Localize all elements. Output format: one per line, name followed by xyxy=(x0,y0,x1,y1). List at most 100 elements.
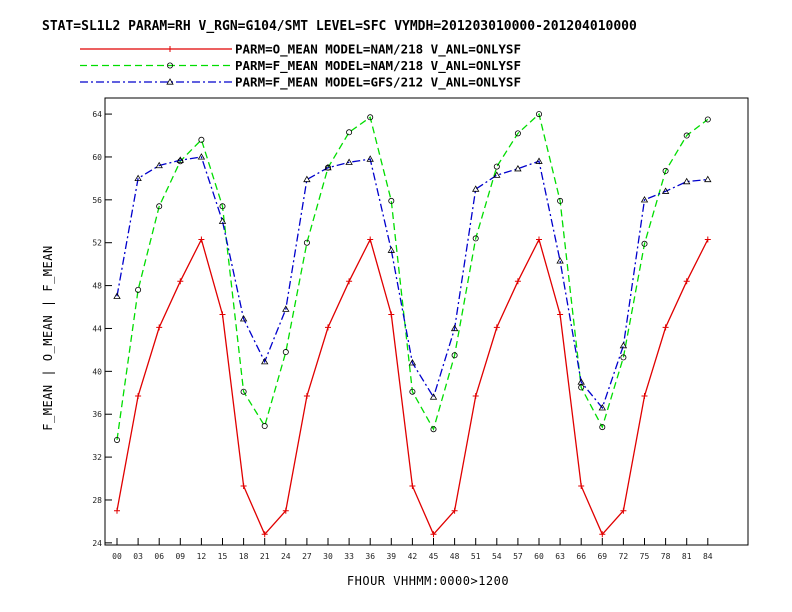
y-tick-label: 36 xyxy=(92,410,102,419)
data-point xyxy=(408,358,417,366)
data-point xyxy=(177,278,184,285)
data-point xyxy=(662,324,669,331)
data-point xyxy=(239,315,248,322)
x-tick-label: 12 xyxy=(197,552,207,561)
data-point xyxy=(535,157,543,164)
data-point xyxy=(662,167,669,174)
data-point xyxy=(409,388,416,395)
data-point xyxy=(577,378,585,385)
data-point xyxy=(430,531,437,538)
data-point xyxy=(472,393,479,399)
plot-frame xyxy=(104,97,749,546)
x-tick-label: 24 xyxy=(281,552,291,561)
data-point xyxy=(450,324,459,332)
data-point xyxy=(429,393,438,400)
data-point xyxy=(261,423,268,430)
y-tick-label: 56 xyxy=(92,196,102,205)
x-tick-label: 81 xyxy=(682,552,692,561)
chart-title: STAT=SL1L2 PARAM=RH V_RGN=G104/SMT LEVEL… xyxy=(42,19,637,34)
data-point xyxy=(346,278,353,285)
data-point xyxy=(388,197,395,204)
data-point xyxy=(493,163,500,170)
data-point xyxy=(388,311,395,318)
x-tick-label: 72 xyxy=(619,552,629,561)
data-point xyxy=(156,203,163,210)
y-tick-label: 40 xyxy=(92,367,102,376)
data-point xyxy=(282,305,290,312)
y-axis-label: F_MEAN | O_MEAN | F_MEAN xyxy=(41,245,55,430)
series-2 xyxy=(114,111,711,443)
data-point xyxy=(599,531,606,538)
data-point xyxy=(261,357,269,365)
x-tick-label: 69 xyxy=(597,552,607,561)
x-tick-label: 48 xyxy=(450,552,460,561)
data-point xyxy=(683,132,690,139)
data-point xyxy=(387,246,395,253)
data-point xyxy=(704,116,711,123)
x-tick-label: 66 xyxy=(576,552,586,561)
data-point xyxy=(409,483,416,490)
data-point xyxy=(641,393,648,399)
legend-entry: PARM=O_MEAN MODEL=NAM/218 V_ANL=ONLYSF xyxy=(235,42,521,58)
data-point xyxy=(219,311,226,318)
x-tick-label: 75 xyxy=(640,552,650,561)
x-tick-label: 00 xyxy=(112,552,122,561)
legend-entry: PARM=F_MEAN MODEL=NAM/218 V_ANL=ONLYSF xyxy=(235,58,521,74)
data-point xyxy=(514,164,522,172)
data-point xyxy=(704,175,712,183)
series-1 xyxy=(114,236,711,538)
y-tick-label: 48 xyxy=(92,282,102,291)
data-point xyxy=(156,324,163,331)
data-point xyxy=(240,388,247,395)
legend-marker xyxy=(166,78,174,85)
data-point xyxy=(557,197,564,204)
x-tick-label: 18 xyxy=(239,552,249,561)
y-tick-label: 52 xyxy=(92,239,102,248)
data-point xyxy=(197,153,206,160)
x-tick-label: 57 xyxy=(513,552,523,561)
data-point xyxy=(219,203,226,210)
data-point xyxy=(282,349,289,356)
series-line xyxy=(116,237,709,536)
x-tick-label: 09 xyxy=(175,552,185,561)
data-point xyxy=(261,531,268,538)
data-point xyxy=(514,130,521,137)
x-tick-label: 06 xyxy=(154,552,164,561)
legend-marker xyxy=(166,62,173,69)
legend: PARM=O_MEAN MODEL=NAM/218 V_ANL=ONLYSFPA… xyxy=(80,42,521,91)
data-point xyxy=(683,177,691,185)
data-point xyxy=(367,114,374,121)
data-point xyxy=(218,217,227,224)
x-tick-label: 21 xyxy=(260,552,270,561)
series-3 xyxy=(113,153,712,411)
data-point xyxy=(641,240,648,247)
data-point xyxy=(557,311,564,318)
data-point xyxy=(303,239,310,246)
data-point xyxy=(135,286,142,293)
x-tick-label: 42 xyxy=(408,552,418,561)
data-point xyxy=(240,483,247,490)
x-axis-label: FHOUR VHHMM:0000>1200 xyxy=(347,574,509,588)
data-point xyxy=(578,384,585,391)
x-tick-label: 63 xyxy=(555,552,565,561)
data-point xyxy=(367,236,374,243)
data-point xyxy=(536,236,542,243)
data-point xyxy=(113,292,121,299)
y-tick-label: 32 xyxy=(92,453,102,462)
x-tick-label: 39 xyxy=(386,552,396,561)
data-point xyxy=(135,393,142,399)
y-axis: 24 28 32 36 40 44 48 52 56 60 64 xyxy=(92,110,112,548)
data-point xyxy=(493,171,501,178)
plot-area: 24 28 32 36 40 44 48 52 56 60 64 00 03 06 09 12 15 18 21 2… xyxy=(92,97,749,561)
data-point xyxy=(430,426,437,433)
data-point xyxy=(472,185,480,192)
x-tick-label: 27 xyxy=(302,552,312,561)
y-tick-label: 64 xyxy=(92,110,102,119)
data-point xyxy=(619,341,628,349)
data-point xyxy=(134,174,142,181)
x-tick-label: 03 xyxy=(133,552,143,561)
data-point xyxy=(556,257,564,264)
y-tick-label: 24 xyxy=(92,539,102,548)
data-point xyxy=(198,236,205,243)
